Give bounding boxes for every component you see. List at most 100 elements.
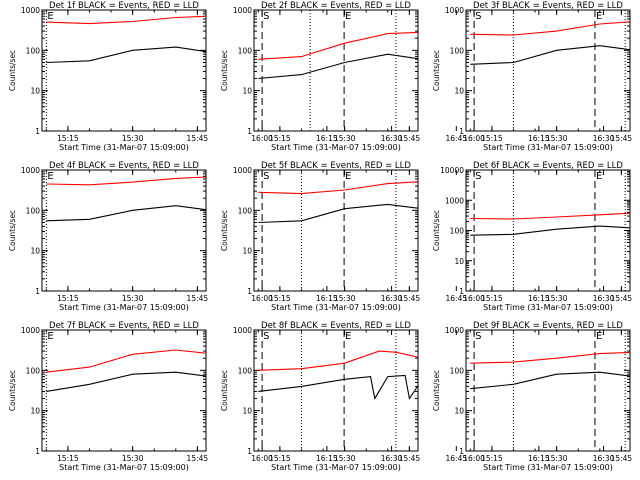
x-tick-label: 15:30 bbox=[122, 294, 144, 303]
y-tick-label: 10 bbox=[242, 247, 252, 256]
x-tick-label: 16:00 bbox=[463, 294, 485, 303]
plot-frame bbox=[465, 9, 631, 132]
series-line-black bbox=[470, 45, 630, 65]
chart-panel-8: Det 8f BLACK = Events, RED = LLD 1 10 100 10… bbox=[220, 321, 626, 472]
y-tick-label: 10 bbox=[30, 407, 40, 416]
y-tick-label: 100 bbox=[26, 46, 41, 55]
time-marker-label: E bbox=[47, 331, 53, 342]
x-tick-label: 16:30 bbox=[593, 294, 615, 303]
y-axis-label: Counts/sec bbox=[432, 370, 441, 411]
x-tick-label: 15:15 bbox=[269, 134, 291, 143]
y-tick-label: 10 bbox=[454, 407, 464, 416]
x-tick-label: 15:45 bbox=[611, 134, 633, 143]
y-axis-label: Counts/sec bbox=[220, 370, 229, 411]
y-tick-label: 1000 bbox=[233, 326, 252, 335]
x-tick-label: 15:15 bbox=[269, 454, 291, 463]
x-tick-label: 15:30 bbox=[334, 454, 356, 463]
x-tick-label: 16:15 bbox=[316, 294, 338, 303]
y-tick-label: 1000 bbox=[233, 6, 252, 15]
series-group bbox=[258, 31, 418, 80]
series-line-black bbox=[258, 374, 418, 401]
x-tick-label: 16:30 bbox=[593, 134, 615, 143]
y-tick-label: 1000 bbox=[21, 6, 40, 15]
time-marker-label: S bbox=[263, 11, 269, 22]
series-line-black bbox=[258, 203, 418, 224]
x-tick-label: 15:45 bbox=[611, 294, 633, 303]
chart-panel-2: Det 2f BLACK = Events, RED = LLD 1 10 100 10… bbox=[220, 1, 626, 152]
series-group bbox=[470, 21, 630, 65]
series-group bbox=[470, 351, 630, 390]
chart-title: Det 4f BLACK = Events, RED = LLD bbox=[49, 161, 199, 171]
plot-frame bbox=[253, 9, 419, 132]
x-tick-label: 16:15 bbox=[528, 134, 550, 143]
chart-title: Det 9f BLACK = Events, RED = LLD bbox=[473, 321, 623, 331]
y-axis-label: Counts/sec bbox=[432, 50, 441, 91]
x-tick-label: 15:30 bbox=[546, 294, 568, 303]
time-marker-label: E bbox=[345, 171, 351, 182]
x-tick-label: 16:30 bbox=[381, 454, 403, 463]
chart-panel-7: Det 7f BLACK = Events, RED = LLD 1 10 100 10… bbox=[8, 321, 467, 472]
chart-title: Det 8f BLACK = Events, RED = LLD bbox=[261, 321, 411, 331]
y-tick-label: 1 bbox=[459, 287, 464, 296]
x-axis-label: Start Time (31-Mar-07 15:09:00) bbox=[271, 143, 401, 152]
chart-title: Det 5f BLACK = Events, RED = LLD bbox=[261, 161, 411, 171]
y-axis-label: Counts/sec bbox=[8, 370, 17, 411]
time-marker-label: E bbox=[596, 331, 602, 342]
time-marker-label: S bbox=[475, 331, 481, 342]
x-tick-label: 15:45 bbox=[187, 134, 209, 143]
series-line-red bbox=[470, 212, 630, 220]
x-tick-label: 15:30 bbox=[546, 134, 568, 143]
x-tick-label: 16:15 bbox=[316, 454, 338, 463]
time-marker-label: E bbox=[47, 171, 53, 182]
y-axis-label: Counts/sec bbox=[220, 50, 229, 91]
series-group bbox=[258, 350, 418, 401]
chart-panel-9: Det 9f BLACK = Events, RED = LLD 1 10 100 10… bbox=[432, 321, 632, 472]
x-tick-label: 15:15 bbox=[481, 454, 503, 463]
y-axis-label: Counts/sec bbox=[8, 210, 17, 251]
plot-frame bbox=[41, 169, 207, 292]
x-tick-label: 15:30 bbox=[122, 454, 144, 463]
y-tick-label: 1 bbox=[247, 447, 252, 456]
plot-frame bbox=[253, 169, 419, 292]
series-group bbox=[470, 212, 630, 236]
y-tick-label: 1 bbox=[459, 447, 464, 456]
x-tick-label: 16:00 bbox=[463, 134, 485, 143]
x-tick-label: 16:30 bbox=[593, 454, 615, 463]
y-axis-label: Counts/sec bbox=[432, 210, 441, 251]
chart-panel-6: Det 6f BLACK = Events, RED = LLD 1 10 100 10… bbox=[432, 161, 633, 312]
plot-frame bbox=[41, 9, 207, 132]
y-tick-label: 1000 bbox=[233, 166, 252, 175]
y-tick-label: 10 bbox=[30, 87, 40, 96]
time-marker-label: S bbox=[263, 171, 269, 182]
series-line-red bbox=[258, 31, 418, 60]
x-tick-label: 16:45 bbox=[446, 134, 468, 143]
chart-title: Det 2f BLACK = Events, RED = LLD bbox=[261, 1, 411, 11]
time-marker-label: E bbox=[47, 11, 53, 22]
series-line-black bbox=[470, 225, 630, 236]
time-marker-label: E bbox=[345, 11, 351, 22]
y-tick-label: 100 bbox=[26, 366, 41, 375]
chart-title: Det 6f BLACK = Events, RED = LLD bbox=[473, 161, 623, 171]
chart-title: Det 3f BLACK = Events, RED = LLD bbox=[473, 1, 623, 11]
y-tick-label: 10000 bbox=[440, 166, 464, 175]
x-axis-label: Start Time (31-Mar-07 15:09:00) bbox=[483, 463, 613, 472]
x-axis-label: Start Time (31-Mar-07 15:09:00) bbox=[59, 463, 189, 472]
y-tick-label: 10 bbox=[242, 407, 252, 416]
series-line-red bbox=[46, 176, 206, 186]
x-tick-label: 15:45 bbox=[399, 134, 421, 143]
y-tick-label: 100 bbox=[450, 46, 465, 55]
series-line-red bbox=[46, 349, 206, 373]
y-tick-label: 100 bbox=[450, 366, 465, 375]
series-group bbox=[46, 15, 206, 64]
x-tick-label: 15:45 bbox=[187, 454, 209, 463]
x-tick-label: 15:45 bbox=[399, 454, 421, 463]
series-line-black bbox=[46, 371, 206, 392]
x-tick-label: 15:15 bbox=[57, 134, 79, 143]
x-tick-label: 16:15 bbox=[316, 134, 338, 143]
y-tick-label: 100 bbox=[238, 46, 253, 55]
x-tick-label: 15:15 bbox=[481, 294, 503, 303]
x-axis-label: Start Time (31-Mar-07 15:09:00) bbox=[483, 143, 613, 152]
y-axis-label: Counts/sec bbox=[8, 50, 17, 91]
y-tick-label: 1 bbox=[247, 127, 252, 136]
series-group bbox=[46, 349, 206, 392]
